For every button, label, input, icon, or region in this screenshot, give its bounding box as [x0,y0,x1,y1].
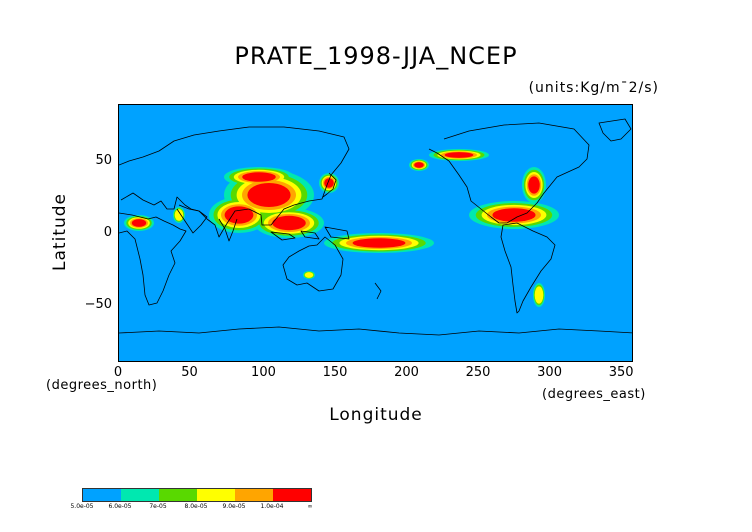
x-tick-label: 0 [113,365,123,380]
plot-title: PRATE_1998-JJA_NCEP [234,42,518,70]
antarctica-outline [119,326,632,336]
colorbar-swatch [197,489,235,501]
colorbar-swatch [83,489,121,501]
south-america-outline [500,222,556,314]
x-tick-label: 350 [608,365,634,380]
colorbar-swatch [273,489,311,501]
y-tick-label: 0 [103,225,112,240]
colorbar-label: 6.0e-05 [108,503,132,510]
x-tick-label: 300 [537,365,562,380]
precip-contour [444,152,474,158]
colorbar-swatch [159,489,197,501]
precip-contour [414,162,424,168]
colorbar-label: ∞ [307,503,313,510]
x-tick-label: 250 [465,365,491,380]
precipitation-map [119,118,632,336]
colorbar-swatch [121,489,159,501]
x-axis-label: Longitude [329,405,423,425]
colorbar [82,488,312,502]
units-label: (units:Kg/m¯2/s) [528,80,659,96]
precip-contour [174,209,184,221]
x-axis-units-left: (degrees_north) [46,378,158,393]
x-axis-units-right: (degrees_east) [542,387,646,402]
map-area [118,104,633,362]
precip-contour [352,238,406,248]
colorbar-label: 1.0e-04 [260,503,284,510]
precip-contour [272,215,306,231]
x-tick-label: 200 [394,365,419,380]
precip-contour [131,219,147,227]
colorbar-label: 7e-05 [149,503,167,510]
indian-peninsula [218,218,238,242]
greenland-outline [598,118,632,142]
arabia-outline [176,204,208,234]
japan-outline [322,172,337,198]
x-tick-label: 50 [181,365,198,380]
australia-outline [282,236,344,292]
north-america-outline [428,122,590,224]
y-axis-label: Latitude [50,193,70,271]
colorbar-label: 9.0e-05 [222,503,246,510]
precip-contour [534,286,544,304]
colorbar-label: 8.0e-05 [184,503,208,510]
precip-contour [247,183,291,207]
y-tick-label: −50 [84,296,112,312]
colorbar-label: 5.0e-05 [70,503,94,510]
africa-outline [119,212,187,306]
precip-contour [224,206,254,224]
eurasia-outline [119,126,350,238]
indonesia-outline [270,226,350,241]
precip-contour [304,272,314,278]
new-zealand-outline [374,282,382,300]
precip-contour [492,208,536,222]
precipitation-fields [124,149,559,307]
x-tick-label: 100 [251,365,276,380]
x-tick-label: 150 [322,365,348,380]
continent-outlines [119,118,632,336]
precip-contour [242,172,276,182]
colorbar-swatch [235,489,273,501]
precip-contour [528,176,540,194]
y-tick-label: 50 [95,153,112,169]
